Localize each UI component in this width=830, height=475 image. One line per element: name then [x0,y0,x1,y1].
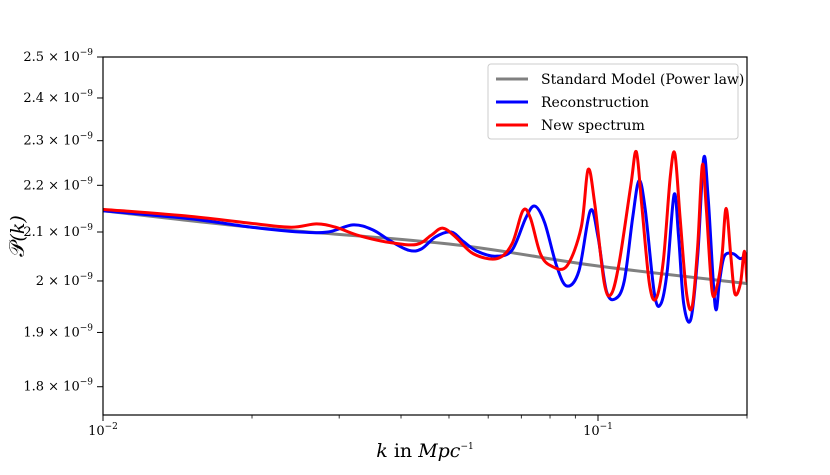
y-tick-label: 2.4 × 10−9 [23,89,93,106]
legend-entry-standard-model: Standard Model (Power law) [496,72,744,88]
x-tick-labels: 10−2 10−1 [88,422,613,439]
legend-box [487,63,739,140]
series-line-standard-model [103,209,747,285]
x-tick-label: 10−2 [88,422,118,439]
y-tick-label: 2.3 × 10−9 [23,132,93,149]
series-line-new-spectrum [103,149,747,312]
x-tick-label: 10−1 [583,422,613,439]
y-tick-label: 1.9 × 10−9 [23,323,93,340]
y-tick-label: 2.5 × 10−9 [23,48,93,65]
y-tick-labels: 1.8 × 10−9 1.9 × 10−9 2 × 10−9 2.1 × 10−9 2.… [23,48,93,395]
major-ticks [97,56,599,421]
legend-entry-new-spectrum: New spectrum [496,118,645,134]
y-tick-label: 2 × 10−9 [36,272,94,289]
plot-frame [102,56,748,416]
legend-entry-reconstruction: Reconstruction [496,95,649,111]
y-tick-label: 1.8 × 10−9 [23,378,93,395]
legend-label: New spectrum [541,118,645,134]
legend: Standard Model (Power law) Reconstruction… [487,63,744,140]
legend-label: Standard Model (Power law) [541,72,744,88]
x-axis-label: k in Mpc−1 [376,440,473,462]
y-axis-label: 𝒫(k) [5,215,29,257]
y-tick-label: 2.2 × 10−9 [23,176,93,193]
y-tick-label: 2.1 × 10−9 [23,223,93,240]
series-lines [103,149,747,324]
legend-label: Reconstruction [541,95,649,111]
